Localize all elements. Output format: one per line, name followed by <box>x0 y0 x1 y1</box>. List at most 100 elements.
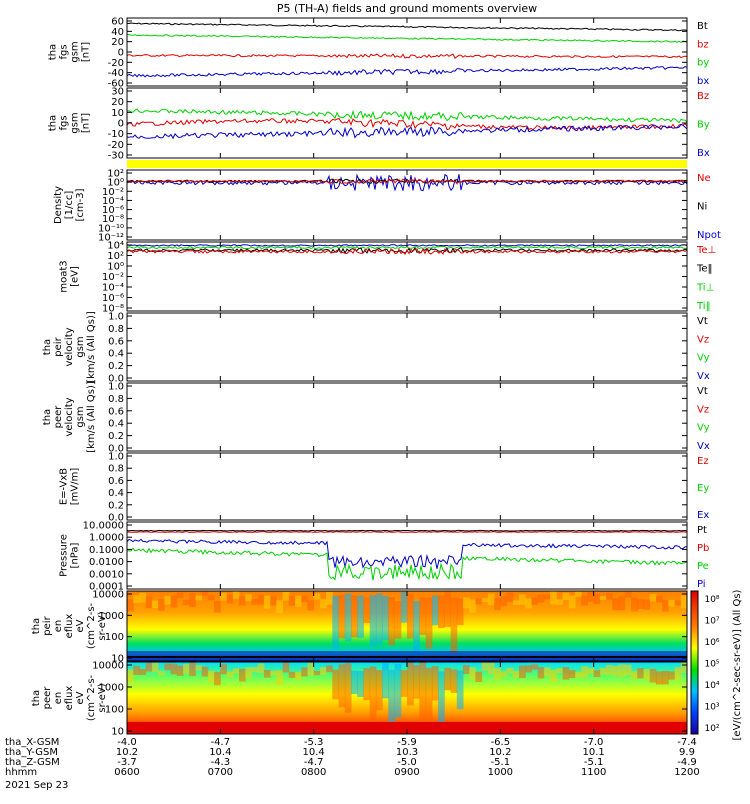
peir-spectrogram-cell <box>413 600 420 656</box>
y-axis-label: [eV] <box>70 266 81 287</box>
peer-spectrogram-cell <box>319 667 327 675</box>
panel-peir_velocity: 1.00.80.6 0.40.2 0.0 tha peir velocity gsm [km/… <box>42 311 710 384</box>
peer-spectrogram-cell <box>338 664 346 708</box>
te-line <box>126 248 688 256</box>
peir-spectrogram-cell <box>655 595 663 603</box>
legend-entry: Vt <box>697 386 708 397</box>
peir-spectrogram-cell <box>550 591 557 605</box>
y-tick-label: 0 <box>118 119 124 130</box>
y-tick-label: 0.0100 <box>89 557 124 568</box>
x-axis-value: 0800 <box>301 767 326 778</box>
peer-spectrogram-cell <box>332 669 339 700</box>
y-tick-label: 0.0 <box>108 444 124 455</box>
peir-spectrogram-cell <box>562 592 570 601</box>
y-axis-label: gsm <box>75 336 86 357</box>
peer-spectrogram-cell <box>487 662 495 675</box>
legend-entry: Te‖ <box>696 264 713 275</box>
y-tick-label: -10 <box>108 129 124 140</box>
peer-spectrogram-cell <box>512 671 520 678</box>
x-axis-value: -5.0 <box>397 757 417 768</box>
peir-spectrogram-cell <box>295 595 302 607</box>
y-axis-label: Density <box>53 186 64 224</box>
legend-entry: Vy <box>697 423 710 434</box>
x-axis-value: -4.9 <box>677 757 697 768</box>
x-axis-value: -5.1 <box>491 757 511 768</box>
peer-spectrogram-cell <box>388 669 395 733</box>
peer-spectrogram-cell <box>624 664 632 675</box>
peer-spectrogram-cell <box>375 670 383 711</box>
peer-spectrogram-cell <box>587 667 595 674</box>
peir-spectrogram-cell <box>214 601 221 613</box>
peer-spectrogram-cell <box>133 665 140 675</box>
y-axis-label: velocity <box>64 327 75 366</box>
peer-spectrogram-cell <box>568 670 576 678</box>
peir-spectrogram-cell <box>593 593 601 604</box>
peir-spectrogram-cell <box>481 598 489 603</box>
peer-spectrogram-cell <box>151 662 159 673</box>
peir-spectrogram-cell <box>282 592 290 601</box>
y-tick-label: 20 <box>111 97 124 108</box>
peer-spectrogram-cell <box>276 670 283 685</box>
peir-spectrogram-cell <box>624 591 632 598</box>
y-axis-label: velocity <box>64 397 75 436</box>
y-axis-label: (cm^2-s- <box>86 602 97 649</box>
peer-spectrogram-cell <box>363 668 371 701</box>
peir-spectrogram-cell <box>151 600 159 608</box>
bx-line <box>126 66 688 78</box>
peir-spectrogram-cell <box>643 599 651 610</box>
legend-entry: Vz <box>697 404 709 415</box>
y-axis-label: (cm^2-s- <box>86 674 97 721</box>
legend-entry: Pi <box>697 579 706 590</box>
x-axis-row-label: tha_X-GSM <box>5 737 59 748</box>
peer-spectrogram-cell <box>326 665 333 673</box>
peer-spectrogram-cell <box>593 670 601 677</box>
peer-spectrogram-cell <box>176 665 184 676</box>
peir-spectrogram-cell <box>680 595 688 609</box>
y-tick-label: 10² <box>107 251 124 262</box>
y-tick-label: 10⁻⁶ <box>102 293 124 304</box>
y-axis-label: sr-eV) <box>97 683 108 712</box>
peer-spectrogram-cell <box>469 667 476 680</box>
peir-spectrogram-cell <box>568 595 576 609</box>
y-tick-label: 10⁴ <box>107 241 124 252</box>
peir-spectrogram-cell <box>631 597 638 612</box>
peer-spectrogram-cell <box>301 667 308 677</box>
peer-spectrogram-cell <box>245 667 252 679</box>
peer-spectrogram-cell <box>655 671 663 685</box>
colorbar-tick-label: 10⁴ <box>704 681 719 691</box>
peer-spectrogram-cell <box>357 671 364 697</box>
y-axis-label: [cm-3] <box>75 188 86 221</box>
peer-spectrogram-cell <box>344 663 352 713</box>
peer-spectrogram-cell <box>543 667 551 677</box>
peir-spectrogram-cell <box>668 600 675 607</box>
x-axis-value: 1100 <box>581 767 606 778</box>
y-tick-label: 1000 <box>99 611 124 622</box>
peer-spectrogram-cell <box>556 668 563 673</box>
y-axis-label: fgs <box>59 44 70 59</box>
panel-efield: 1.00.80.60.40.2 0.0 E=-VxB [mV/m] Ez Ey Ex <box>59 452 710 524</box>
peer-spectrogram-cell <box>519 665 526 679</box>
y-tick-label: 1000 <box>99 683 124 694</box>
y-tick-label: 0.1000 <box>89 545 124 556</box>
peer-spectrogram-cell <box>606 665 613 675</box>
peir-spectrogram-cell <box>319 599 327 609</box>
peir-spectrogram-cell <box>363 597 371 623</box>
x-axis-value: -4.7 <box>211 737 231 748</box>
y-axis-label: fgs <box>59 115 70 130</box>
y-tick-label: 60 <box>111 17 124 28</box>
peer-spectrogram-cell <box>183 663 190 674</box>
y-tick-label: 10 <box>111 727 124 738</box>
x-axis-value: 10.2 <box>116 747 138 758</box>
colorbar-tick-label: 10⁸ <box>704 595 719 605</box>
peir-spectrogram-cell <box>456 598 464 626</box>
legend-entry: Bt <box>697 21 708 32</box>
peir-spectrogram-cell <box>469 599 476 613</box>
peer-spectrogram-cell <box>226 671 234 678</box>
y-tick-label: 0.4 <box>108 419 124 430</box>
peir-spectrogram-cell <box>637 598 644 609</box>
y-tick-label: 10⁰ <box>107 178 124 189</box>
x-axis-value: -4.3 <box>211 757 231 768</box>
panel-peir_eflux: 10000 1000 100 10 tha peir en eflux eV (cm^2-s-sr… <box>31 590 688 665</box>
